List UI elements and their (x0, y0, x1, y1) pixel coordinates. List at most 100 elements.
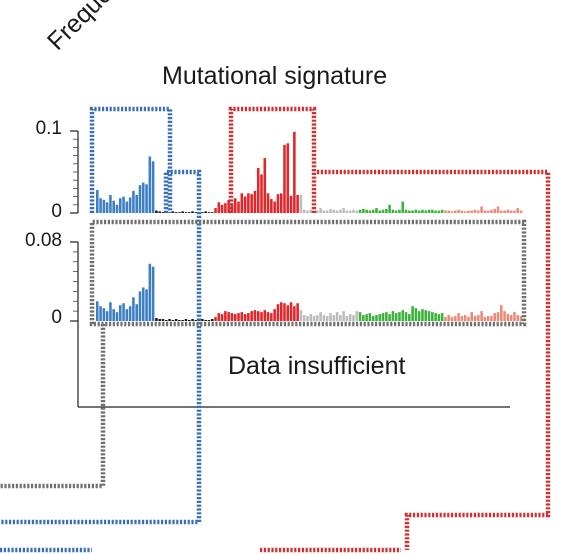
top-bar-salmon (470, 210, 474, 213)
top-bar-green (424, 210, 428, 213)
top-bar-salmon (467, 210, 470, 213)
bottom-bar-salmon (447, 315, 451, 321)
bottom-bar-salmon (500, 305, 503, 321)
bottom-bar-blue (99, 306, 102, 321)
top-bar-salmon (509, 210, 513, 213)
bottom-bar-red (279, 302, 283, 321)
bottom-bar-green (404, 312, 408, 321)
top-bar-red (279, 193, 283, 213)
top-bar-black (204, 211, 207, 213)
bottom-bar-green (411, 306, 414, 321)
bottom-bar-black (181, 320, 184, 321)
bottom-bar-blue (128, 306, 132, 321)
bottom-bar-blue (122, 303, 125, 321)
top-bar-black (207, 212, 211, 213)
bottom-bar-gray (299, 310, 303, 321)
bottom-bar-gray (312, 316, 316, 321)
bottom-bar-red (230, 313, 234, 321)
bottom-bar-black (174, 319, 178, 321)
top-bar-gray (332, 209, 336, 213)
blue-box-top (89, 106, 173, 213)
top-bar-green (385, 208, 388, 213)
top-bar-blue (105, 202, 109, 213)
bottom-bar-red (260, 312, 263, 321)
bottom-bar-salmon (490, 316, 493, 321)
top-bar-red (266, 193, 270, 213)
bottom-ytick-max: 0.08 (25, 230, 62, 251)
bottom-bar-salmon (460, 316, 464, 321)
top-bar-gray (352, 209, 355, 213)
top-bar-red (293, 131, 296, 213)
top-bar-green (437, 210, 441, 213)
bottom-bar-red (266, 312, 270, 321)
red-connector (317, 169, 551, 550)
bottom-bar-gray (309, 314, 313, 321)
bottom-bar-green (401, 310, 405, 321)
top-bar-salmon (450, 211, 454, 213)
top-bar-blue (118, 198, 122, 213)
bottom-bar-green (371, 316, 375, 321)
bottom-bar-green (385, 312, 388, 321)
bottom-bar-salmon (473, 316, 477, 321)
bottom-bar-red (214, 317, 217, 321)
top-bar-blue (138, 185, 142, 213)
bottom-bar-red (220, 314, 224, 321)
bottom-bar-red (224, 311, 227, 322)
top-ytick-zero: 0 (51, 201, 62, 222)
top-bar-black (155, 210, 158, 213)
top-bar-red (237, 201, 240, 213)
top-bar-salmon (473, 209, 477, 213)
bottom-bar-green (414, 308, 418, 321)
top-bar-gray (339, 209, 342, 213)
bottom-bar-blue (125, 309, 129, 321)
top-bar-blue (96, 190, 99, 213)
top-bar-green (440, 209, 444, 213)
top-bar-salmon (477, 210, 480, 213)
bottom-bar-green (440, 313, 444, 321)
bottom-bar-gray (322, 315, 326, 321)
top-bar-red (253, 190, 257, 213)
bottom-ytick-zero: 0 (51, 307, 62, 328)
bottom-bar-blue (138, 291, 142, 322)
top-bar-red (286, 143, 290, 213)
top-bar-salmon (447, 210, 451, 213)
blue-connector (0, 169, 202, 525)
bottom-bar-red (263, 310, 267, 321)
top-bar-black (171, 211, 175, 213)
top-bar-green (368, 210, 372, 213)
top-bar-green (431, 209, 434, 213)
bottom-bar-black (194, 320, 198, 321)
top-bar-blue (112, 200, 115, 213)
top-bar-gray (306, 210, 309, 213)
top-bar-green (427, 209, 431, 213)
top-bar-black (210, 212, 214, 213)
top-bar-green (417, 210, 421, 213)
bottom-bar-red (217, 313, 221, 321)
top-bar-gray (335, 210, 339, 213)
top-bar-salmon (493, 208, 496, 213)
top-bar-green (411, 210, 414, 213)
bottom-bar-red (250, 311, 253, 322)
bottom-bar-blue (145, 289, 148, 321)
top-bar-black (187, 212, 191, 213)
top-bar-gray (309, 209, 313, 213)
top-bar-red (260, 174, 263, 213)
top-bar-salmon (496, 206, 500, 213)
top-bar-salmon (500, 210, 503, 213)
bottom-bar-gray (332, 315, 336, 321)
top-bar-green (404, 209, 408, 213)
top-bar-red (233, 198, 237, 213)
red-box-top (228, 106, 317, 213)
bottom-bar-salmon (509, 315, 513, 321)
top-bar-red (214, 208, 217, 213)
bottom-bar-black (210, 319, 214, 321)
top-bar-blue (115, 204, 119, 213)
bottom-bar-blue (115, 312, 119, 321)
top-bar-salmon (519, 210, 523, 213)
bottom-bar-gray (355, 311, 359, 322)
bottom-bar-salmon (477, 315, 480, 321)
top-bar-red (273, 201, 276, 213)
bottom-bar-black (207, 320, 211, 321)
top-bar-green (371, 209, 375, 213)
gray-connector (0, 324, 106, 489)
